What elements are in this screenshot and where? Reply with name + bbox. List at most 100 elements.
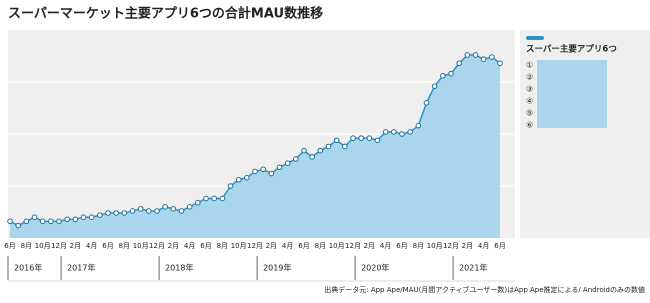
x-tick-label: 4月 [478,242,489,250]
data-point [382,129,389,135]
x-tick-label: 6月 [200,242,211,250]
data-point [325,143,332,150]
data-point [399,131,405,137]
data-point [137,206,144,212]
x-tick-label: 6月 [494,242,505,250]
data-point [219,195,226,202]
data-point [497,60,503,67]
legend-swatch [526,36,544,40]
data-point [211,195,217,202]
data-point [146,208,152,214]
x-tick-label: 8月 [413,242,424,250]
data-point [15,222,21,229]
x-tick-label: 4月 [86,242,97,250]
legend-item: ② [526,73,533,82]
data-point [374,137,381,144]
chart-title: スーパーマーケット主要アプリ6つの合計MAU数推移 [8,6,323,22]
x-tick-label: 8月 [21,242,32,250]
x-tick-label: 6月 [4,242,15,250]
year-label: 2019年 [263,263,291,273]
data-point [276,164,283,171]
data-point [293,156,299,162]
x-tick-label: 10月 [231,242,247,250]
x-tick-label: 12月 [149,242,165,250]
data-point [423,100,430,106]
x-tick-label: 2月 [70,242,81,250]
source-note: 出典データ元: App Ape/MAU(月間アクティブユーザー数)はApp Ap… [324,285,645,294]
data-point [178,208,185,214]
data-point [203,195,209,202]
year-label: 2020年 [361,263,389,273]
x-tick-label: 12月 [443,242,459,250]
data-point [260,166,266,173]
data-point [366,135,373,141]
data-point [23,218,30,225]
data-point [56,218,62,225]
data-point [7,218,13,225]
x-tick-label: 2月 [266,242,277,250]
legend-title: スーパー主要アプリ6つ [526,44,617,55]
data-point [113,210,119,216]
data-point [252,168,258,175]
data-point [186,204,193,210]
x-tick-label: 10月 [35,242,51,250]
x-tick-label: 4月 [282,242,293,250]
data-point [97,212,103,218]
year-label: 2016年 [14,263,42,273]
data-point [464,52,471,58]
x-tick-label: 6月 [396,242,407,250]
legend-item: ③ [526,85,533,94]
x-tick-label: 8月 [315,242,326,250]
x-tick-label: 2月 [364,242,375,250]
x-tick-label: 4月 [184,242,195,250]
x-tick-label: 8月 [119,242,130,250]
data-point [391,129,397,135]
x-tick-label: 6月 [298,242,309,250]
data-point [456,60,462,67]
data-point [480,56,487,62]
data-point [284,160,291,166]
year-label: 2018年 [165,263,193,273]
data-point [317,147,324,154]
data-point [358,135,364,141]
x-tick-label: 12月 [51,242,67,250]
data-point [121,210,128,216]
legend-item: ⑤ [526,109,533,118]
x-tick-label: 10月 [427,242,443,250]
x-tick-label: 12月 [345,242,361,250]
legend-item: ④ [526,97,533,106]
x-tick-label: 6月 [102,242,113,250]
x-tick-label: 10月 [329,242,345,250]
data-point [154,208,160,214]
data-point [48,218,54,225]
data-point [227,183,234,189]
data-point [350,135,356,141]
data-point [235,176,242,183]
data-point [415,122,422,129]
x-tick-label: 8月 [217,242,228,250]
data-point [268,170,275,177]
data-point [31,214,38,220]
data-point [195,199,201,206]
data-point [64,216,70,223]
data-point [129,208,136,214]
data-point [170,206,177,212]
data-point [489,54,495,60]
data-point [80,214,87,220]
data-point [448,70,454,77]
year-label: 2017年 [67,263,95,273]
data-point [333,137,340,144]
data-point [440,72,446,79]
year-label: 2021年 [459,263,487,273]
data-point [72,216,79,223]
data-point [407,129,413,135]
data-point [472,52,479,58]
x-tick-label: 12月 [247,242,263,250]
data-point [162,204,168,210]
x-tick-label: 2月 [462,242,473,250]
data-point [309,154,315,160]
area-fill [10,54,500,239]
x-tick-label: 10月 [133,242,149,250]
data-point [342,143,348,150]
